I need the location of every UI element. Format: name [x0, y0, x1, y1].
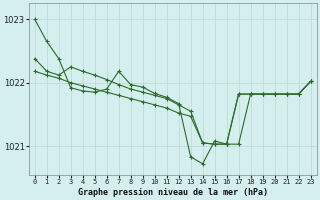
X-axis label: Graphe pression niveau de la mer (hPa): Graphe pression niveau de la mer (hPa): [78, 188, 268, 197]
